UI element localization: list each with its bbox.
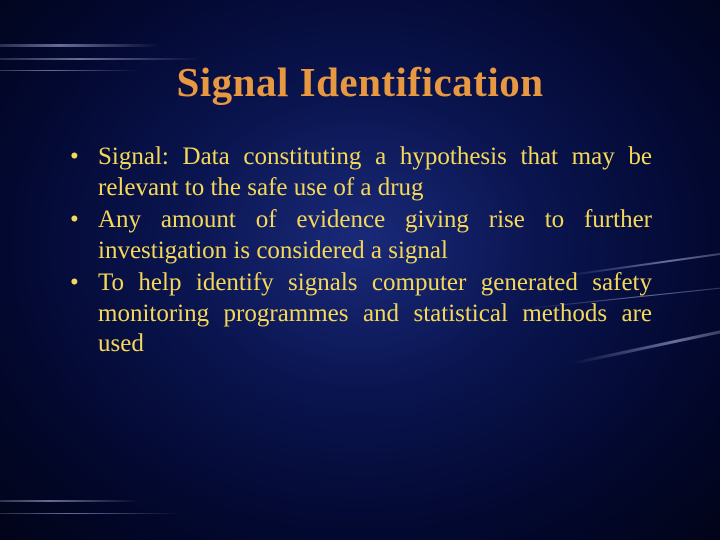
bullet-text: To help identify signals computer genera… [98, 268, 652, 360]
bullet-marker: • [68, 268, 98, 360]
deco-line [0, 513, 180, 514]
list-item: • To help identify signals computer gene… [68, 268, 652, 360]
bullet-text: Signal: Data constituting a hypothesis t… [98, 142, 652, 203]
deco-line [0, 58, 200, 60]
content-area: • Signal: Data constituting a hypothesis… [0, 106, 720, 360]
slide-title: Signal Identification [0, 0, 720, 106]
bullet-marker: • [68, 205, 98, 266]
bullet-list: • Signal: Data constituting a hypothesis… [68, 142, 652, 360]
list-item: • Signal: Data constituting a hypothesis… [68, 142, 652, 203]
deco-line [0, 500, 140, 502]
bullet-text: Any amount of evidence giving rise to fu… [98, 205, 652, 266]
bullet-marker: • [68, 142, 98, 203]
list-item: • Any amount of evidence giving rise to … [68, 205, 652, 266]
deco-line [0, 70, 140, 71]
deco-line [0, 44, 160, 47]
